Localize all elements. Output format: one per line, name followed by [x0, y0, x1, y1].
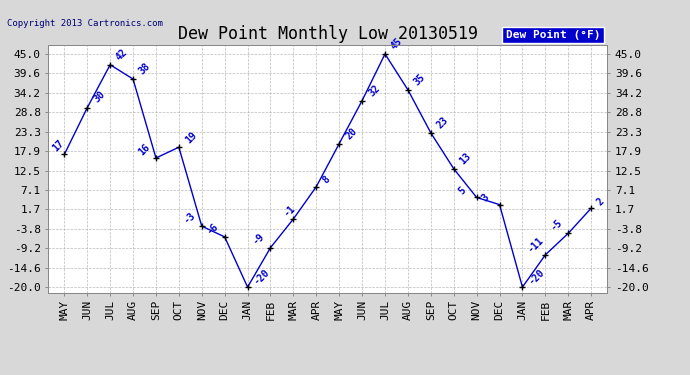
Text: 16: 16 [137, 142, 152, 157]
Text: 3: 3 [480, 193, 491, 204]
Text: 32: 32 [366, 83, 382, 98]
Text: 8: 8 [320, 175, 332, 186]
Text: 45: 45 [389, 36, 404, 52]
Text: 23: 23 [435, 116, 451, 131]
Text: 38: 38 [137, 62, 152, 77]
Text: -3: -3 [182, 210, 198, 225]
Text: 13: 13 [458, 151, 473, 166]
Text: 17: 17 [50, 138, 66, 154]
Text: 30: 30 [91, 89, 107, 104]
Text: -9: -9 [251, 231, 266, 247]
Text: -6: -6 [205, 221, 221, 236]
Text: 19: 19 [183, 130, 199, 145]
Text: Dew Point (°F): Dew Point (°F) [506, 30, 600, 40]
Text: 2: 2 [595, 196, 607, 207]
Text: 42: 42 [115, 47, 130, 63]
Text: -11: -11 [526, 234, 545, 254]
Text: 20: 20 [344, 126, 359, 141]
Text: 5: 5 [457, 186, 469, 196]
Text: -20: -20 [252, 267, 271, 286]
Text: -5: -5 [549, 217, 564, 232]
Text: -20: -20 [526, 267, 546, 286]
Text: -1: -1 [282, 203, 297, 218]
Title: Dew Point Monthly Low 20130519: Dew Point Monthly Low 20130519 [178, 26, 477, 44]
Text: 35: 35 [412, 72, 428, 88]
Text: Copyright 2013 Cartronics.com: Copyright 2013 Cartronics.com [7, 19, 163, 28]
